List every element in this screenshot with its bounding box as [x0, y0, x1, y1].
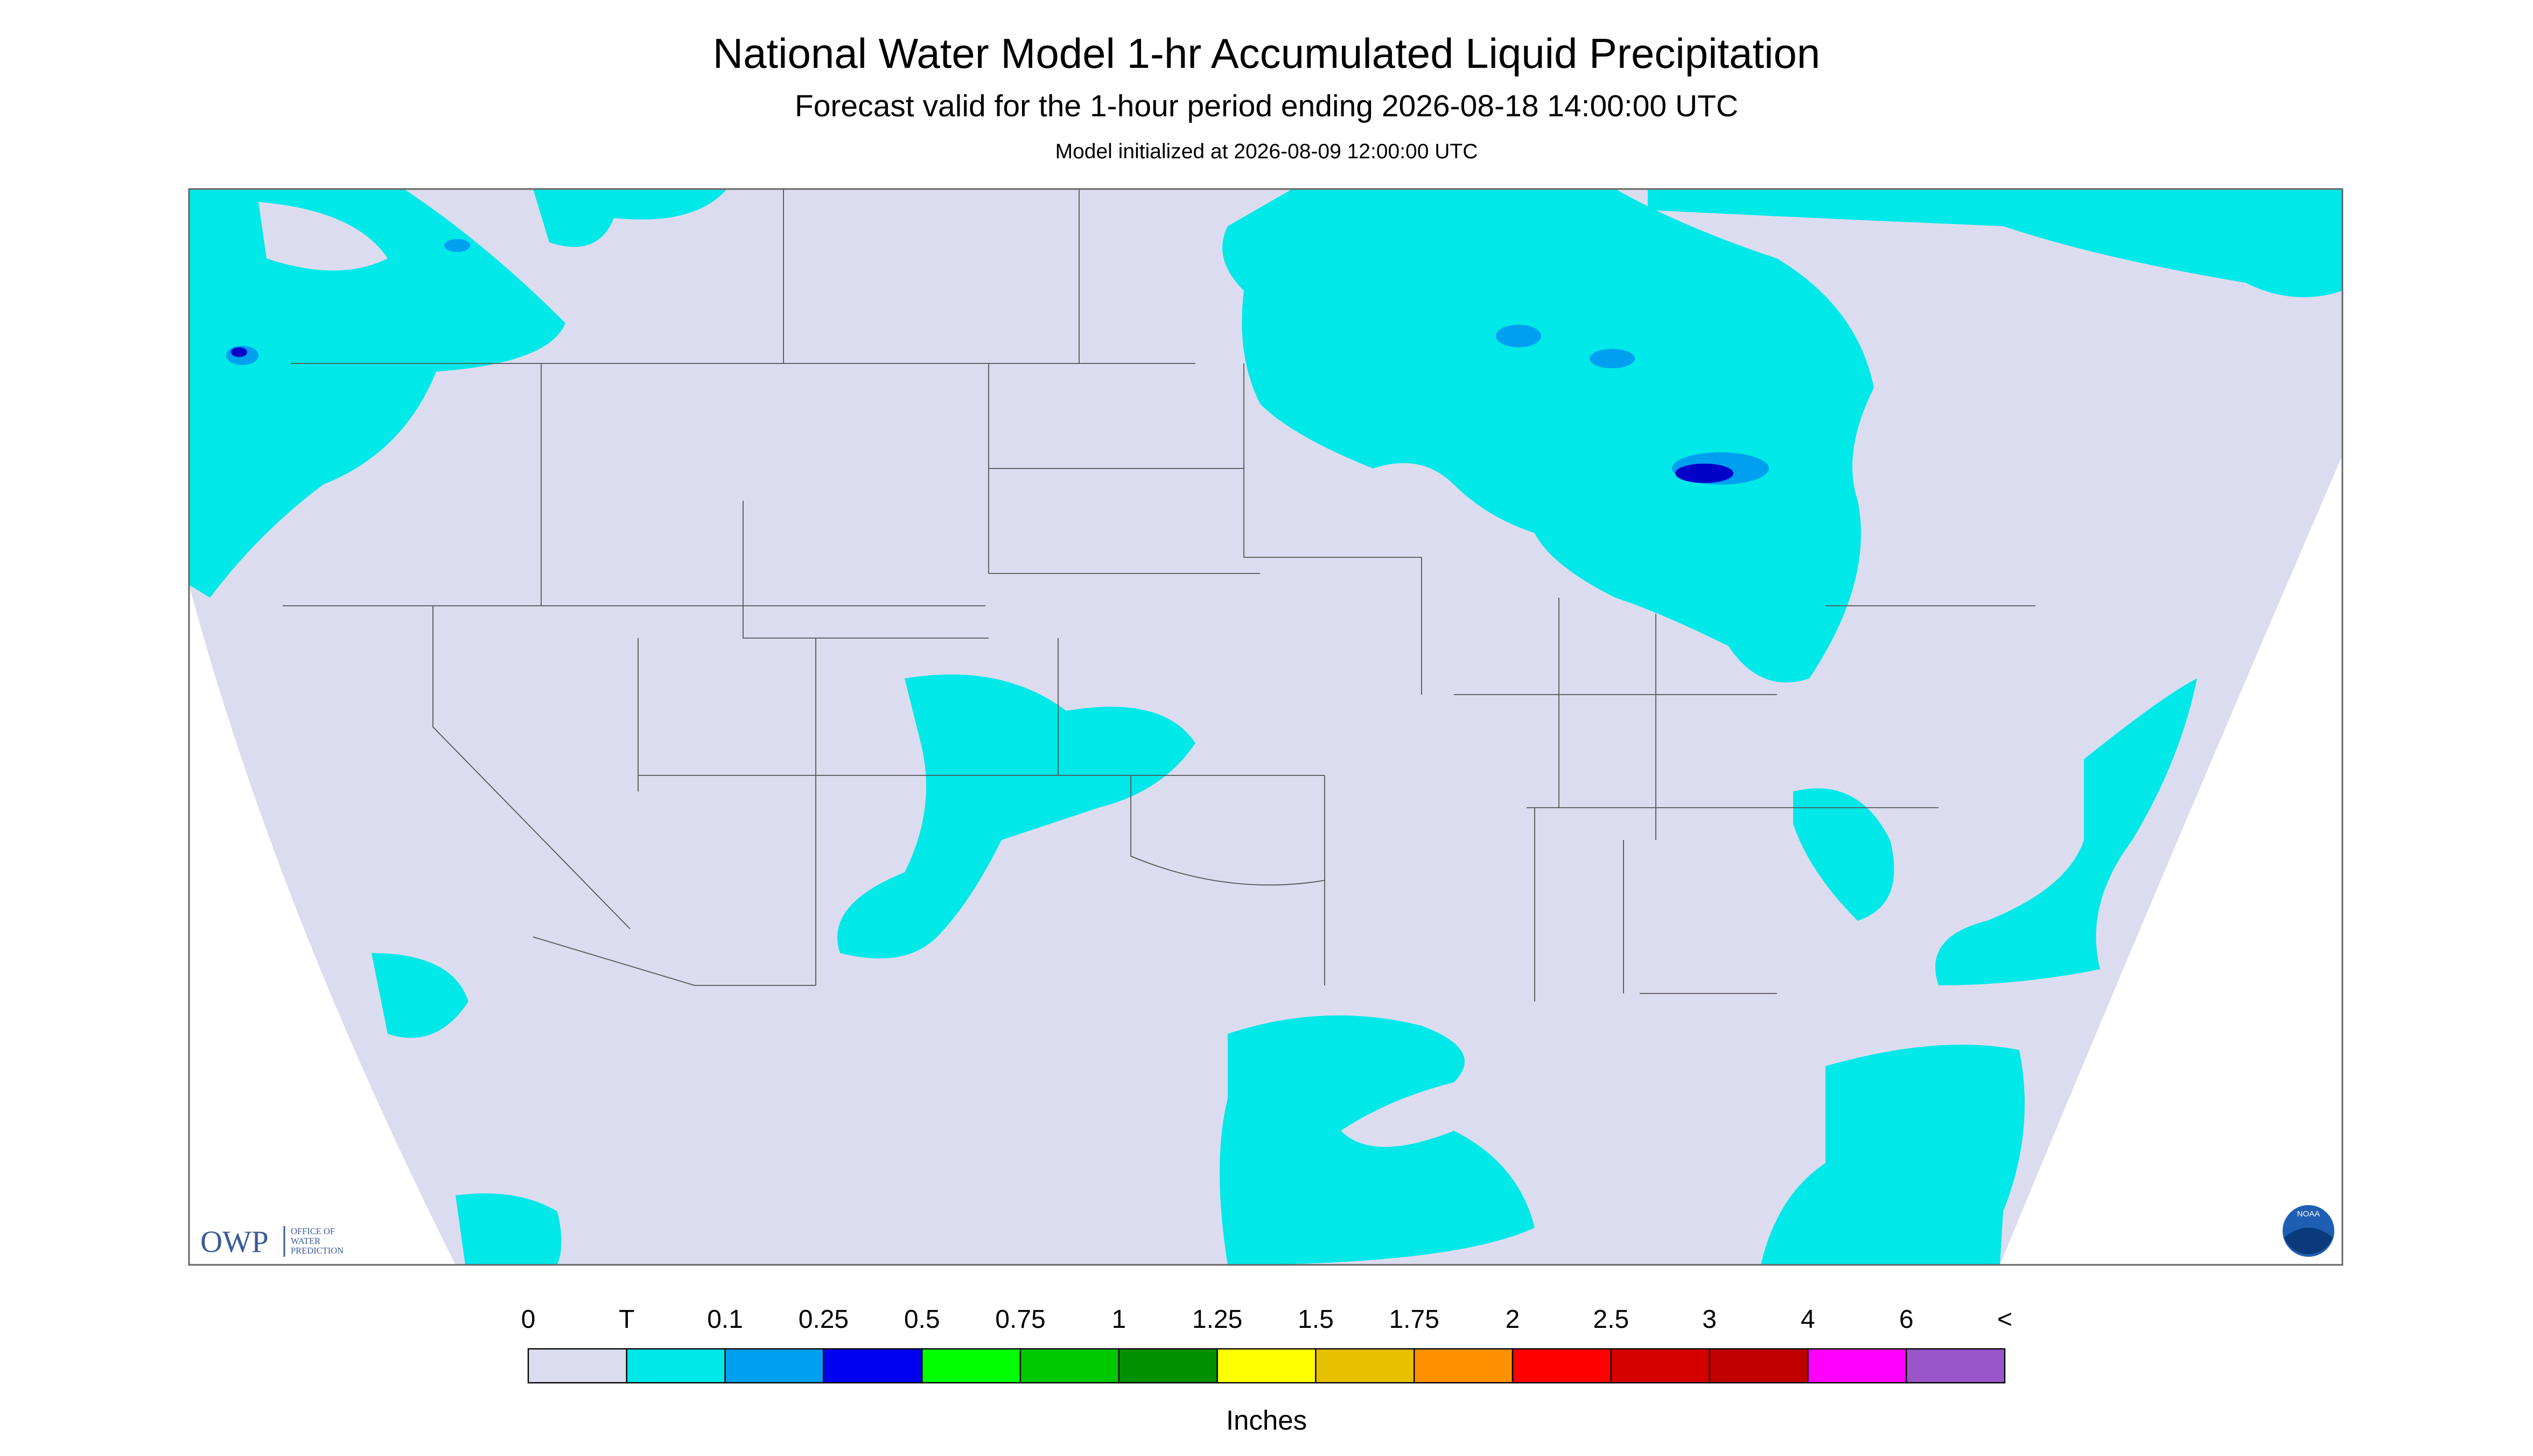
map-frame: [188, 188, 2343, 1266]
legend-label: 2.5: [1593, 1305, 1629, 1334]
legend-label: 0.1: [707, 1305, 743, 1334]
legend-swatch: [1709, 1348, 1809, 1384]
owp-text: OWP: [200, 1225, 269, 1259]
legend-swatch: [1610, 1348, 1710, 1384]
legend-swatch: [921, 1348, 1021, 1384]
precip-areas: [189, 189, 2342, 1265]
legend-swatch: [1905, 1348, 2006, 1384]
noaa-logo: NOAA: [2283, 1205, 2334, 1257]
legend-unit: Inches: [1226, 1405, 1307, 1436]
legend-swatch: [626, 1348, 726, 1384]
legend-label: 0.25: [799, 1305, 849, 1334]
boundaries: [283, 189, 2035, 1002]
legend-label: 3: [1702, 1305, 1717, 1334]
subtitle: Forecast valid for the 1-hour period end…: [795, 89, 1738, 123]
legend-label: 0.75: [995, 1305, 1045, 1334]
legend-swatch: [1807, 1348, 1907, 1384]
legend-label: 1.25: [1192, 1305, 1242, 1334]
legend-label: 6: [1899, 1305, 1914, 1334]
legend-label: T: [619, 1305, 634, 1334]
legend-label: 0: [521, 1305, 536, 1334]
owp-line: OFFICE OF: [291, 1226, 335, 1236]
init-time: Model initialized at 2026-08-09 12:00:00…: [1055, 140, 1478, 163]
legend-label: 1.5: [1298, 1305, 1334, 1334]
title: National Water Model 1-hr Accumulated Li…: [713, 30, 1821, 77]
legend-swatch: [823, 1348, 923, 1384]
legend-label: 0.5: [904, 1305, 940, 1334]
legend-label: <: [1997, 1305, 2012, 1334]
legend-swatch: [527, 1348, 628, 1384]
noaa-wave: [2284, 1228, 2333, 1255]
noaa-text: NOAA: [2297, 1209, 2320, 1219]
owp-line: WATER: [291, 1236, 320, 1246]
legend-swatch: [1512, 1348, 1612, 1384]
legend-swatch: [1414, 1348, 1514, 1384]
legend-swatch: [1019, 1348, 1120, 1384]
legend: 0 T 0.1 0.25 0.5 0.75 1 1.25 1.5 1.75 2 2.5 3 4 6 <: [521, 1305, 2012, 1384]
legend-swatch: [724, 1348, 824, 1384]
legend-swatch: [1216, 1348, 1317, 1384]
legend-label: 2: [1506, 1305, 1520, 1334]
map: OWP OFFICE OF WATER PREDICTION NOAA: [188, 188, 2343, 1266]
legend-label: 1: [1111, 1305, 1126, 1334]
legend-swatch: [1315, 1348, 1415, 1384]
legend-label: 4: [1801, 1305, 1815, 1334]
legend-label: 1.75: [1389, 1305, 1439, 1334]
owp-line: PREDICTION: [291, 1245, 344, 1256]
legend-swatch: [1118, 1348, 1218, 1384]
owp-logo: OWP OFFICE OF WATER PREDICTION: [200, 1225, 344, 1259]
